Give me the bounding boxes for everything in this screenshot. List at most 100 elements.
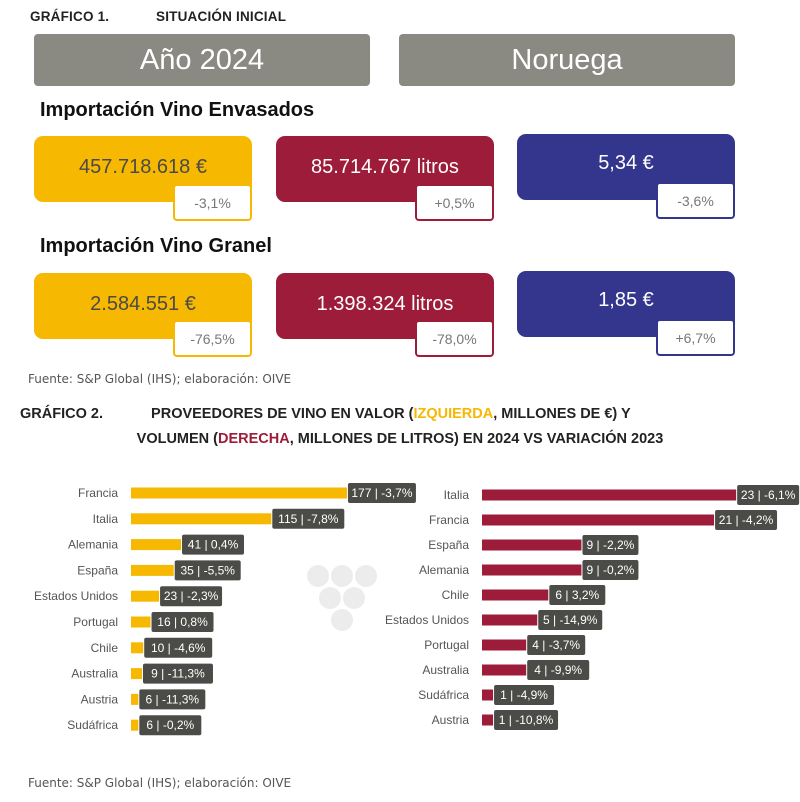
envasado-volume-change: +0,5% (415, 184, 494, 221)
data-label-bg-0-4 (160, 586, 223, 607)
bar-1-0 (482, 489, 737, 501)
data-label-bg-1-8 (494, 685, 555, 705)
envasado-volume-amount: 85.714.767 litros (311, 156, 459, 178)
granel-price-amount: 1,85 € (598, 289, 654, 311)
data-label-0-6: 10 | -4,6% (151, 641, 206, 655)
data-label-1-8: 1 | -4,9% (500, 688, 548, 702)
bar-1-4 (482, 589, 549, 601)
data-label-0-2: 41 | 0,4% (188, 538, 239, 552)
graph2-number: GRÁFICO 2. (20, 406, 103, 422)
category-label-1-8: Sudáfrica (418, 688, 469, 702)
category-label-0-6: Chile (91, 641, 119, 655)
data-label-bg-0-1 (272, 508, 345, 529)
data-label-1-0: 23 | -6,1% (741, 488, 796, 502)
bar-0-6 (131, 642, 144, 654)
graph1-number: GRÁFICO 1. (30, 9, 110, 24)
bar-1-5 (482, 614, 538, 626)
envasado-price-amount: 5,34 € (598, 152, 654, 174)
data-label-0-5: 16 | 0,8% (157, 615, 208, 629)
data-label-bg-0-0 (347, 483, 416, 503)
data-label-0-0: 177 | -3,7% (351, 486, 412, 500)
bar-0-0 (131, 487, 347, 499)
graph2-title-part3: VOLUMEN ( (136, 431, 219, 447)
bar-0-5 (131, 616, 151, 628)
category-label-1-2: España (428, 538, 469, 552)
bar-1-8 (482, 689, 494, 701)
category-label-0-8: Austria (81, 692, 119, 706)
data-label-bg-1-7 (527, 660, 590, 680)
bar-1-2 (482, 539, 582, 551)
data-label-0-9: 6 | -0,2% (146, 718, 194, 732)
bar-1-1 (482, 514, 715, 526)
graph2-source: Fuente: S&P Global (IHS); elaboración: O… (28, 776, 292, 790)
data-label-bg-0-7 (142, 663, 213, 684)
category-label-0-5: Portugal (73, 615, 118, 629)
bar-0-4 (131, 590, 160, 602)
category-label-1-3: Alemania (419, 563, 469, 577)
category-label-0-4: Estados Unidos (34, 589, 118, 603)
bar-1-6 (482, 639, 527, 651)
granel-title: Importación Vino Granel (40, 235, 272, 257)
category-label-0-1: Italia (93, 512, 119, 526)
category-label-0-2: Alemania (68, 538, 118, 552)
category-label-0-3: España (77, 563, 118, 577)
bar-0-8 (131, 693, 139, 705)
data-label-1-7: 4 | -9,9% (534, 663, 582, 677)
data-label-bg-0-2 (182, 534, 245, 555)
category-label-1-4: Chile (442, 588, 470, 602)
envasado-value-amount: 457.718.618 € (79, 156, 207, 178)
category-label-1-7: Australia (422, 663, 469, 677)
graph1-title: SITUACIÓN INICIAL (156, 9, 287, 24)
graph1-source: Fuente: S&P Global (IHS); elaboración: O… (28, 372, 292, 386)
envasado-price-change: -3,6% (656, 182, 735, 219)
data-label-1-1: 21 | -4,2% (719, 513, 774, 527)
banner-year: Año 2024 (34, 34, 370, 86)
data-label-1-9: 1 | -10,8% (499, 713, 554, 727)
granel-price-change: +6,7% (656, 319, 735, 356)
data-label-bg-0-6 (144, 637, 213, 658)
data-label-1-4: 6 | 3,2% (555, 588, 599, 602)
category-label-1-6: Portugal (424, 638, 469, 652)
data-label-bg-0-5 (151, 612, 214, 632)
data-label-bg-1-2 (582, 535, 639, 555)
category-label-0-7: Australia (71, 667, 118, 681)
data-label-bg-1-1 (715, 510, 778, 530)
bar-0-7 (131, 668, 142, 680)
granel-volume-change: -78,0% (415, 320, 494, 357)
data-label-bg-1-5 (538, 610, 603, 630)
data-label-bg-1-6 (527, 635, 586, 655)
watermark-logo (307, 565, 377, 631)
data-label-bg-1-3 (582, 560, 639, 580)
data-label-1-5: 5 | -14,9% (543, 613, 598, 627)
bar-1-7 (482, 664, 527, 676)
graph1-heading: GRÁFICO 1. SITUACIÓN INICIAL (30, 9, 430, 27)
category-label-1-5: Estados Unidos (385, 613, 469, 627)
category-label-1-1: Francia (429, 513, 469, 527)
category-label-1-0: Italia (444, 488, 470, 502)
graph2-title-highlight-right: DERECHA (218, 431, 290, 447)
data-label-bg-0-8 (139, 689, 206, 710)
bar-0-1 (131, 513, 272, 525)
bar-0-3 (131, 564, 174, 576)
data-label-bg-0-9 (139, 715, 202, 736)
granel-value-change: -76,5% (173, 320, 252, 357)
data-label-bg-1-9 (494, 710, 559, 730)
data-label-0-4: 23 | -2,3% (164, 589, 219, 603)
category-label-1-9: Austria (432, 713, 470, 727)
data-label-1-2: 9 | -2,2% (587, 538, 635, 552)
envasado-value-change: -3,1% (173, 184, 252, 221)
granel-value-amount: 2.584.551 € (90, 293, 196, 315)
graph2-title-part2: , MILLONES DE €) Y (493, 406, 631, 422)
bar-1-3 (482, 564, 582, 576)
graph2-title-part1: PROVEEDORES DE VINO EN VALOR ( (151, 406, 414, 422)
data-label-1-6: 4 | -3,7% (532, 638, 580, 652)
data-label-0-1: 115 | -7,8% (278, 512, 339, 526)
graph2-title-part4: , MILLONES DE LITROS) EN 2024 VS VARIACI… (289, 431, 664, 447)
graph2-title-highlight-left: IZQUIERDA (413, 406, 494, 422)
bar-0-9 (131, 719, 139, 731)
category-label-0-0: Francia (78, 486, 118, 500)
envasado-title: Importación Vino Envasados (40, 99, 315, 121)
data-label-0-3: 35 | -5,5% (180, 563, 235, 577)
bar-1-9 (482, 714, 494, 726)
data-label-0-7: 9 | -11,3% (151, 667, 205, 681)
